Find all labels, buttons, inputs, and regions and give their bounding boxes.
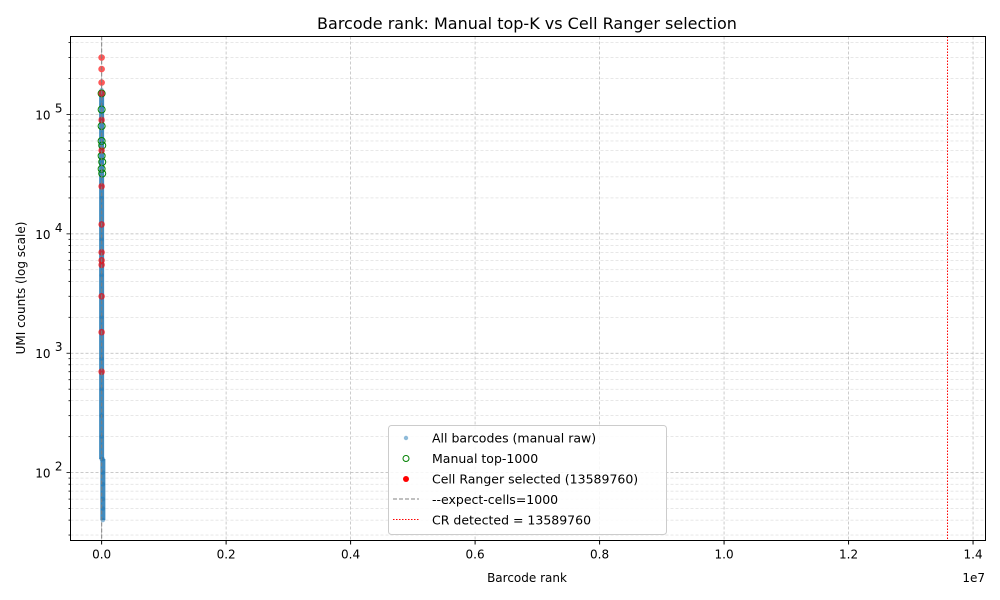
x-tick-label: 1.4: [964, 548, 983, 562]
y-tick-label: 10: [35, 228, 50, 242]
legend-label-1: Manual top-1000: [432, 451, 538, 466]
y-tick-exponent: 2: [55, 460, 63, 474]
legend: All barcodes (manual raw) Manual top-1000…: [388, 425, 667, 535]
x-tick-label: 0.4: [341, 548, 360, 562]
legend-label-2: Cell Ranger selected (13589760): [432, 472, 638, 487]
point: [99, 434, 104, 439]
x-axis-label: Barcode rank: [487, 571, 567, 585]
point: [99, 237, 104, 242]
y-tick-label: 10: [35, 467, 50, 481]
y-tick-exponent: 4: [55, 221, 63, 235]
x-tick-label: 0.0: [92, 548, 111, 562]
legend-label-0: All barcodes (manual raw): [432, 431, 596, 446]
point: [98, 147, 105, 154]
legend-marker-1: [402, 455, 410, 462]
x-tick-label: 1.0: [715, 548, 734, 562]
legend-marker-2: [403, 476, 409, 482]
point: [98, 169, 107, 178]
x-scale-note: 1e7: [962, 571, 985, 585]
legend-marker-0: [403, 435, 409, 441]
plot-frame: [70, 36, 986, 541]
y-tick-label: 10: [35, 347, 50, 361]
x-tick-label: 0.8: [590, 548, 609, 562]
x-tick-label: 0.2: [217, 548, 236, 562]
point: [98, 157, 107, 166]
y-tick-exponent: 5: [55, 101, 63, 115]
legend-box: [388, 425, 667, 535]
chart-title: Barcode rank: Manual top-K vs Cell Range…: [317, 14, 737, 33]
legend-label-4: CR detected = 13589760: [432, 513, 591, 528]
point: [98, 249, 105, 256]
point: [99, 386, 104, 392]
point: [98, 116, 105, 124]
point: [97, 136, 106, 145]
point: [98, 183, 105, 190]
x-axis-ticks: 0.0 0.2 0.4 0.6 0.8 1.0 1.2 1.4: [92, 540, 983, 562]
point: [99, 273, 104, 278]
point: [99, 356, 104, 361]
point: [98, 79, 105, 86]
point: [98, 368, 105, 376]
x-tick-label: 1.2: [839, 548, 858, 562]
point: [99, 315, 104, 320]
raw-band-tail: [100, 459, 106, 521]
legend-label-3: --expect-cells=1000: [432, 492, 558, 507]
y-axis-ticks: 10 2 10 3 10 4 10 5: [35, 42, 71, 536]
point: [99, 195, 104, 201]
y-tick-label: 10: [35, 108, 50, 122]
y-tick-exponent: 3: [55, 340, 63, 354]
x-tick-label: 0.6: [466, 548, 485, 562]
point: [99, 159, 104, 165]
y-axis-label: UMI counts (log scale): [14, 222, 28, 355]
data-layer: [97, 36, 949, 541]
